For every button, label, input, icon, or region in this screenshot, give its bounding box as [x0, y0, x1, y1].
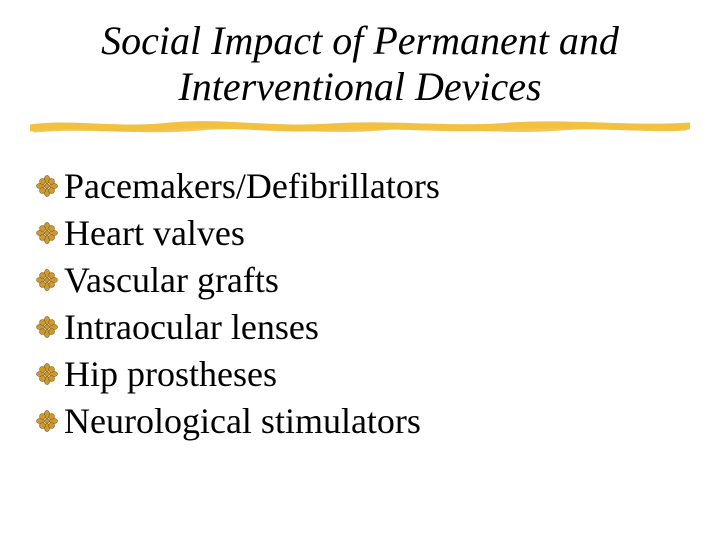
list-item: Heart valves [34, 209, 674, 256]
list-item: Neurological stimulators [34, 397, 674, 444]
flower-bullet-icon [34, 220, 60, 246]
title-line-2: Interventional Devices [178, 64, 541, 109]
list-item: Intraocular lenses [34, 303, 674, 350]
item-text: Vascular grafts [64, 262, 279, 298]
list-item: Pacemakers/Defibrillators [34, 162, 674, 209]
item-text: Neurological stimulators [64, 403, 421, 439]
list-item: Vascular grafts [34, 256, 674, 303]
flower-bullet-icon [34, 408, 60, 434]
flower-bullet-icon [34, 314, 60, 340]
list-item: Hip prostheses [34, 350, 674, 397]
decorative-underline [30, 118, 690, 136]
item-text: Heart valves [64, 215, 245, 251]
flower-bullet-icon [34, 267, 60, 293]
flower-bullet-icon [34, 173, 60, 199]
bullet-list: Pacemakers/Defibrillators [34, 162, 674, 444]
title-line-1: Social Impact of Permanent and [101, 18, 619, 63]
slide: Social Impact of Permanent and Intervent… [0, 0, 720, 540]
slide-title: Social Impact of Permanent and Intervent… [0, 18, 720, 110]
item-text: Hip prostheses [64, 356, 277, 392]
title-block: Social Impact of Permanent and Intervent… [0, 18, 720, 110]
item-text: Pacemakers/Defibrillators [64, 168, 440, 204]
item-text: Intraocular lenses [64, 309, 319, 345]
flower-bullet-icon [34, 361, 60, 387]
